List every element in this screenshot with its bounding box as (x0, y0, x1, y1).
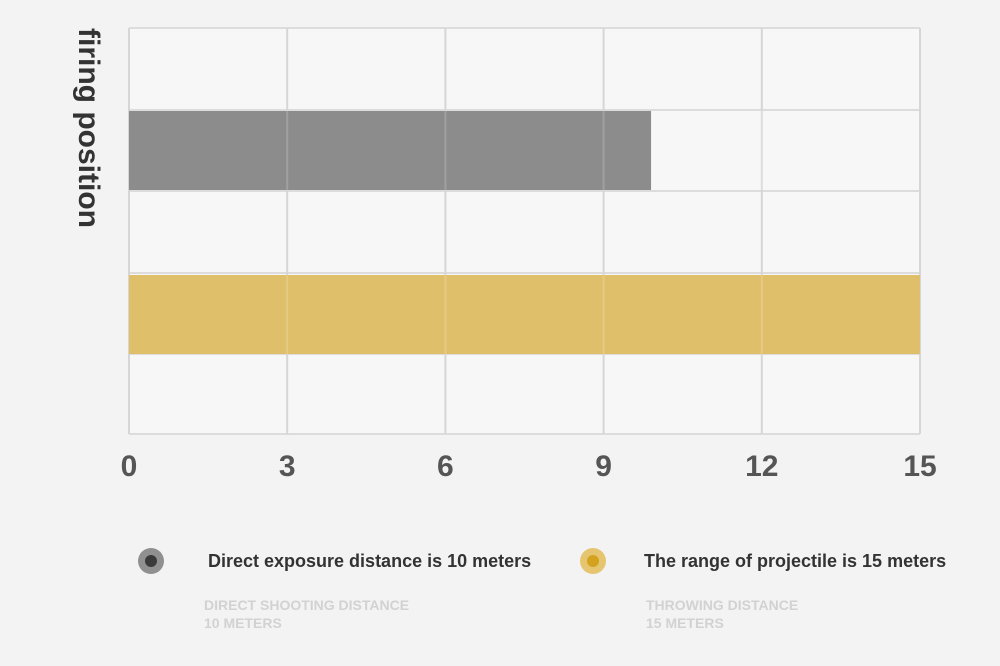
legend-item-projectile: The range of projectile is 15 meters (580, 548, 946, 574)
x-tick-label-6: 6 (437, 450, 454, 483)
plot-area (129, 28, 920, 434)
x-tick-label-15: 15 (903, 450, 936, 483)
legend-sublabel-projectile-line2: 15 METERS (646, 615, 724, 631)
y-axis-label: firing position (72, 28, 105, 228)
legend-sublabel-projectile-line1: THROWING DISTANCE (646, 597, 799, 613)
legend-marker-projectile (580, 548, 606, 574)
legend-sublabel-projectile: THROWING DISTANCE 15 METERS (646, 596, 798, 632)
bar-0 (129, 111, 652, 190)
legend-marker-direct (138, 548, 164, 574)
legend-sublabel-direct-line2: 10 METERS (204, 615, 282, 631)
x-tick-label-0: 0 (121, 450, 138, 483)
legend-item-direct: Direct exposure distance is 10 meters (138, 548, 531, 574)
x-tick-label-9: 9 (595, 450, 612, 483)
x-tick-label-12: 12 (745, 450, 778, 483)
bar-1 (129, 275, 920, 354)
legend-label-direct: Direct exposure distance is 10 meters (208, 550, 532, 571)
legend-sublabel-direct-line1: DIRECT SHOOTING DISTANCE (204, 597, 410, 613)
x-tick-label-3: 3 (279, 450, 296, 483)
legend-label-projectile: The range of projectile is 15 meters (644, 550, 947, 571)
legend-sublabel-direct: DIRECT SHOOTING DISTANCE 10 METERS (204, 596, 409, 632)
